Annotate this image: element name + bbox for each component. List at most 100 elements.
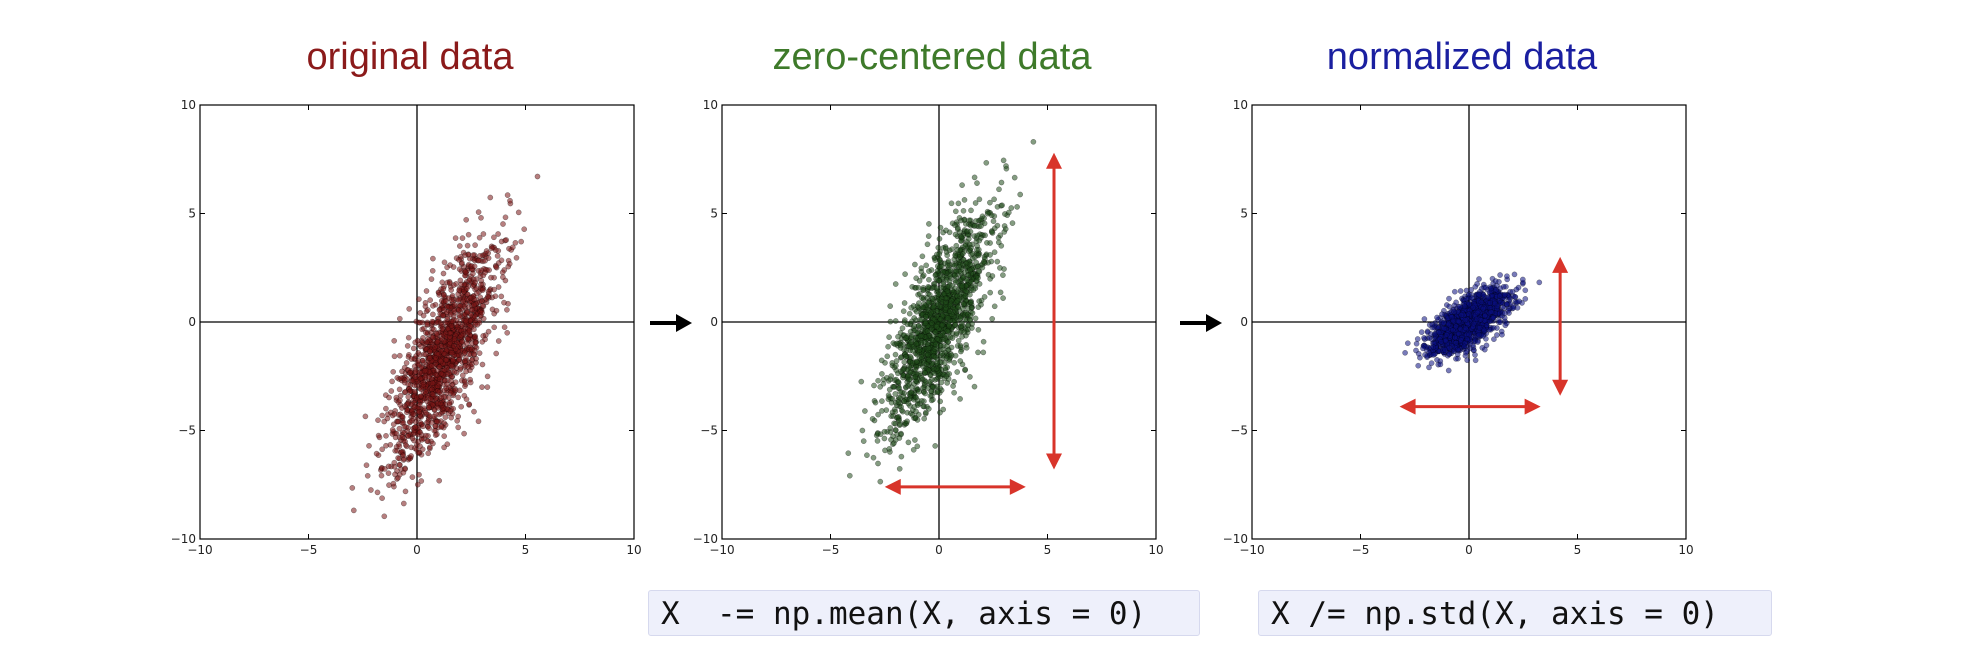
data-point	[414, 481, 421, 488]
data-point	[424, 307, 431, 313]
data-point	[441, 433, 448, 439]
data-point	[1522, 287, 1529, 294]
data-point	[1501, 291, 1508, 298]
data-point	[389, 427, 396, 433]
data-point	[922, 369, 928, 376]
x-tick-label: −5	[822, 543, 840, 557]
data-point	[922, 390, 928, 397]
data-point	[845, 450, 852, 457]
data-point	[990, 218, 997, 225]
data-point	[937, 224, 944, 231]
range-arrow-head	[1399, 398, 1416, 415]
data-point	[406, 306, 413, 312]
data-point	[967, 267, 973, 274]
data-point	[383, 405, 389, 412]
data-point	[412, 424, 419, 430]
data-point	[403, 360, 410, 366]
data-point	[965, 272, 972, 279]
data-point	[881, 435, 888, 442]
data-point	[475, 209, 482, 215]
data-point	[957, 315, 964, 321]
data-point	[914, 443, 921, 450]
data-point	[979, 213, 986, 220]
data-point	[918, 398, 925, 404]
data-point	[937, 398, 944, 405]
data-point	[461, 430, 467, 437]
data-point	[890, 413, 896, 419]
data-point	[1504, 273, 1510, 280]
data-point	[456, 266, 463, 273]
data-point	[1005, 209, 1012, 216]
data-point	[1434, 314, 1440, 321]
data-point	[859, 427, 866, 434]
data-point	[479, 361, 486, 368]
data-point	[476, 234, 483, 241]
data-point	[382, 392, 389, 398]
data-point	[1477, 316, 1484, 323]
data-point	[892, 391, 899, 397]
data-point	[952, 252, 958, 259]
data-point	[943, 227, 949, 234]
data-point	[955, 337, 962, 344]
data-point	[942, 245, 949, 252]
data-point	[397, 462, 403, 468]
data-point	[426, 404, 432, 411]
data-point	[429, 402, 436, 408]
data-point	[951, 262, 958, 269]
data-point	[503, 237, 510, 243]
data-point	[419, 319, 426, 326]
data-point	[432, 344, 438, 351]
data-point	[507, 197, 513, 204]
data-point	[892, 281, 899, 287]
data-point	[1491, 336, 1497, 343]
data-point	[397, 392, 404, 399]
data-point	[488, 245, 495, 252]
data-point	[1430, 352, 1437, 358]
data-point	[414, 337, 421, 344]
data-point	[892, 351, 899, 358]
data-point	[479, 338, 486, 345]
data-point	[903, 335, 910, 341]
data-point	[534, 173, 541, 180]
data-point	[1432, 331, 1438, 337]
x-tick-label: 5	[1574, 543, 1582, 557]
data-point	[944, 328, 951, 334]
data-point	[885, 392, 892, 399]
data-point	[1480, 305, 1487, 312]
data-point	[444, 304, 451, 310]
data-point	[491, 286, 497, 293]
data-point	[996, 186, 1002, 193]
data-point	[1502, 310, 1508, 317]
data-point	[907, 369, 914, 376]
data-point	[499, 269, 506, 276]
data-point	[1452, 334, 1458, 341]
data-point	[447, 262, 453, 268]
data-point	[442, 414, 449, 421]
data-point	[1442, 347, 1448, 353]
data-point	[390, 480, 397, 487]
data-point	[877, 478, 884, 485]
data-point	[937, 303, 943, 310]
data-point	[1497, 272, 1503, 278]
data-point	[1462, 325, 1469, 332]
data-point	[475, 257, 482, 264]
data-point	[925, 351, 931, 358]
data-point	[1462, 317, 1469, 323]
data-point	[905, 439, 912, 446]
data-point	[478, 214, 484, 221]
data-point	[478, 267, 485, 274]
data-point	[368, 487, 374, 493]
data-point	[515, 209, 522, 216]
x-tick-label: 10	[626, 543, 641, 557]
data-point	[448, 297, 455, 303]
data-point	[1474, 309, 1481, 316]
data-point	[454, 417, 461, 424]
data-point	[1499, 331, 1505, 338]
data-point	[960, 207, 967, 214]
data-point	[473, 290, 480, 297]
data-point	[438, 394, 444, 401]
data-point	[947, 273, 953, 280]
data-point	[498, 293, 505, 300]
data-point	[961, 197, 968, 203]
data-point	[434, 330, 440, 337]
